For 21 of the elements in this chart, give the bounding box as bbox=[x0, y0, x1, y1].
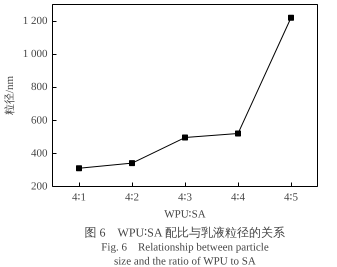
point bbox=[129, 160, 135, 166]
point bbox=[235, 130, 241, 137]
x-tick-label: 4∶2 bbox=[125, 192, 139, 204]
x-tick-label: 4∶3 bbox=[178, 192, 192, 204]
y-tick-label: 400 bbox=[31, 147, 48, 160]
caption: Fig. 6 Relationship between particle bbox=[101, 242, 269, 254]
point bbox=[76, 165, 82, 172]
y-tick-label: 200 bbox=[31, 180, 48, 192]
x-axis-title: WPU∶SA bbox=[164, 208, 206, 220]
y-tick-label: 600 bbox=[31, 114, 48, 126]
point bbox=[288, 14, 294, 21]
x-tick-label: 4∶5 bbox=[284, 192, 298, 204]
y-tick-label: 1 000 bbox=[22, 48, 48, 60]
caption: 图 6 WPU∶SA 配比与乳液粒径的关系 bbox=[84, 226, 285, 240]
y-tick-label: 1 200 bbox=[22, 15, 48, 28]
x-tick-label: 4∶1 bbox=[72, 192, 86, 204]
y-axis-title: 粒径/nm bbox=[4, 76, 16, 116]
y-tick-label: 800 bbox=[31, 81, 48, 94]
text: size and the ratio of WPU to SA bbox=[114, 256, 256, 267]
x-tick-label: 4∶4 bbox=[231, 192, 246, 204]
point bbox=[182, 134, 188, 141]
